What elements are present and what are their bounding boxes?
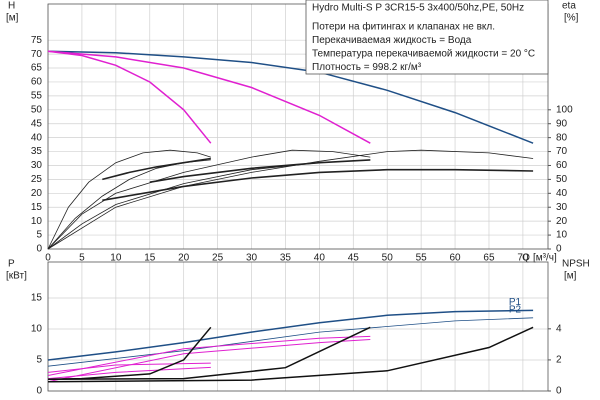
curve-label: P2: [509, 304, 522, 315]
y2-tick-label: 100: [556, 104, 573, 115]
x-tick-label: 30: [246, 253, 258, 264]
curve: [47, 326, 534, 383]
curve: [47, 339, 371, 383]
y-axis-label: P: [8, 259, 15, 270]
x-tick-label: 10: [110, 253, 122, 264]
annotation: Плотность = 998.2 кг/м³: [312, 62, 422, 73]
y-tick-label: 65: [31, 63, 43, 74]
annotation: Потери на фитингах и клапанах не вкл.: [312, 21, 495, 33]
x-tick-label: 60: [449, 253, 461, 264]
y-tick-label: 15: [31, 202, 43, 213]
y2-axis-unit: [м]: [564, 271, 577, 282]
curve: [47, 149, 534, 250]
y2-axis-label: eta: [562, 1, 576, 12]
curve: [47, 362, 211, 373]
curve: [47, 326, 371, 381]
y-tick-label: 75: [31, 35, 43, 46]
y2-tick-label: 0: [556, 386, 562, 397]
y2-tick-label: 30: [556, 202, 568, 213]
curve: [47, 309, 534, 361]
x-tick-label: 0: [45, 253, 51, 264]
x-tick-label: 15: [144, 253, 156, 264]
y-tick-label: 25: [31, 174, 43, 185]
y2-axis-unit: [%]: [564, 13, 579, 24]
curve: [47, 50, 534, 144]
y-tick-label: 60: [31, 77, 43, 88]
y-tick-label: 40: [31, 132, 43, 143]
x-tick-label: 45: [348, 253, 360, 264]
curve: [47, 149, 371, 250]
y-axis-unit: [кВт]: [6, 271, 27, 282]
info-box: [305, 0, 549, 75]
y-tick-label: 0: [36, 386, 42, 397]
y2-tick-label: 70: [556, 146, 568, 157]
chart-title: Hydro Multi-S P 3CR15-5 3x400/50hz,PE, 5…: [312, 3, 524, 14]
x-tick-label: 25: [212, 253, 224, 264]
curve: [47, 149, 211, 250]
curve: [47, 50, 371, 144]
y-tick-label: 10: [31, 324, 43, 335]
curve: [47, 317, 534, 367]
y2-tick-label: 20: [556, 216, 568, 227]
y2-axis-label: NPSH: [562, 259, 590, 270]
curve: [47, 335, 371, 376]
x-axis-unit: [м³/ч]: [533, 253, 557, 264]
x-tick-label: 40: [314, 253, 326, 264]
y-tick-label: 0: [36, 244, 42, 255]
curve: [47, 50, 212, 144]
x-tick-label: 20: [178, 253, 190, 264]
y2-tick-label: 4: [556, 323, 562, 334]
y-tick-label: 50: [31, 104, 43, 115]
y2-tick-label: 2: [556, 355, 562, 366]
y-axis-label: H: [8, 1, 15, 12]
y2-tick-label: 10: [556, 230, 568, 241]
x-tick-label: 50: [382, 253, 394, 264]
y2-tick-label: 80: [556, 132, 568, 143]
plot-frame: [47, 261, 549, 392]
x-tick-label: 55: [416, 253, 428, 264]
annotation: Температура перекачиваемой жидкости = 20…: [312, 49, 535, 60]
x-tick-label: 5: [79, 253, 85, 264]
y-tick-label: 70: [31, 49, 43, 60]
y2-tick-label: 0: [556, 244, 562, 255]
y-tick-label: 45: [31, 118, 43, 129]
y-tick-label: 35: [31, 146, 43, 157]
plot-frame: [47, 3, 549, 250]
curve: [102, 157, 211, 181]
y-tick-label: 5: [36, 230, 42, 241]
y-tick-label: 20: [31, 188, 43, 199]
x-tick-label: 65: [483, 253, 495, 264]
x-axis-label: Q: [522, 253, 530, 264]
annotation: Перекачиваемая жидкость = Вода: [312, 35, 472, 46]
curve: [149, 159, 371, 183]
curve: [102, 168, 534, 202]
y-axis-unit: [м]: [6, 13, 19, 24]
y-tick-label: 55: [31, 91, 43, 102]
curve: [47, 366, 211, 380]
y-tick-label: 10: [31, 216, 43, 227]
y2-tick-label: 60: [556, 160, 568, 171]
y2-tick-label: 90: [556, 118, 568, 129]
x-tick-label: 70: [517, 253, 529, 264]
y2-tick-label: 50: [556, 174, 568, 185]
y-tick-label: 15: [31, 293, 43, 304]
y-tick-label: 5: [36, 355, 42, 366]
y2-tick-label: 40: [556, 188, 568, 199]
curve-label: P1: [509, 297, 522, 308]
x-tick-label: 35: [280, 253, 292, 264]
y-tick-label: 30: [31, 160, 43, 171]
